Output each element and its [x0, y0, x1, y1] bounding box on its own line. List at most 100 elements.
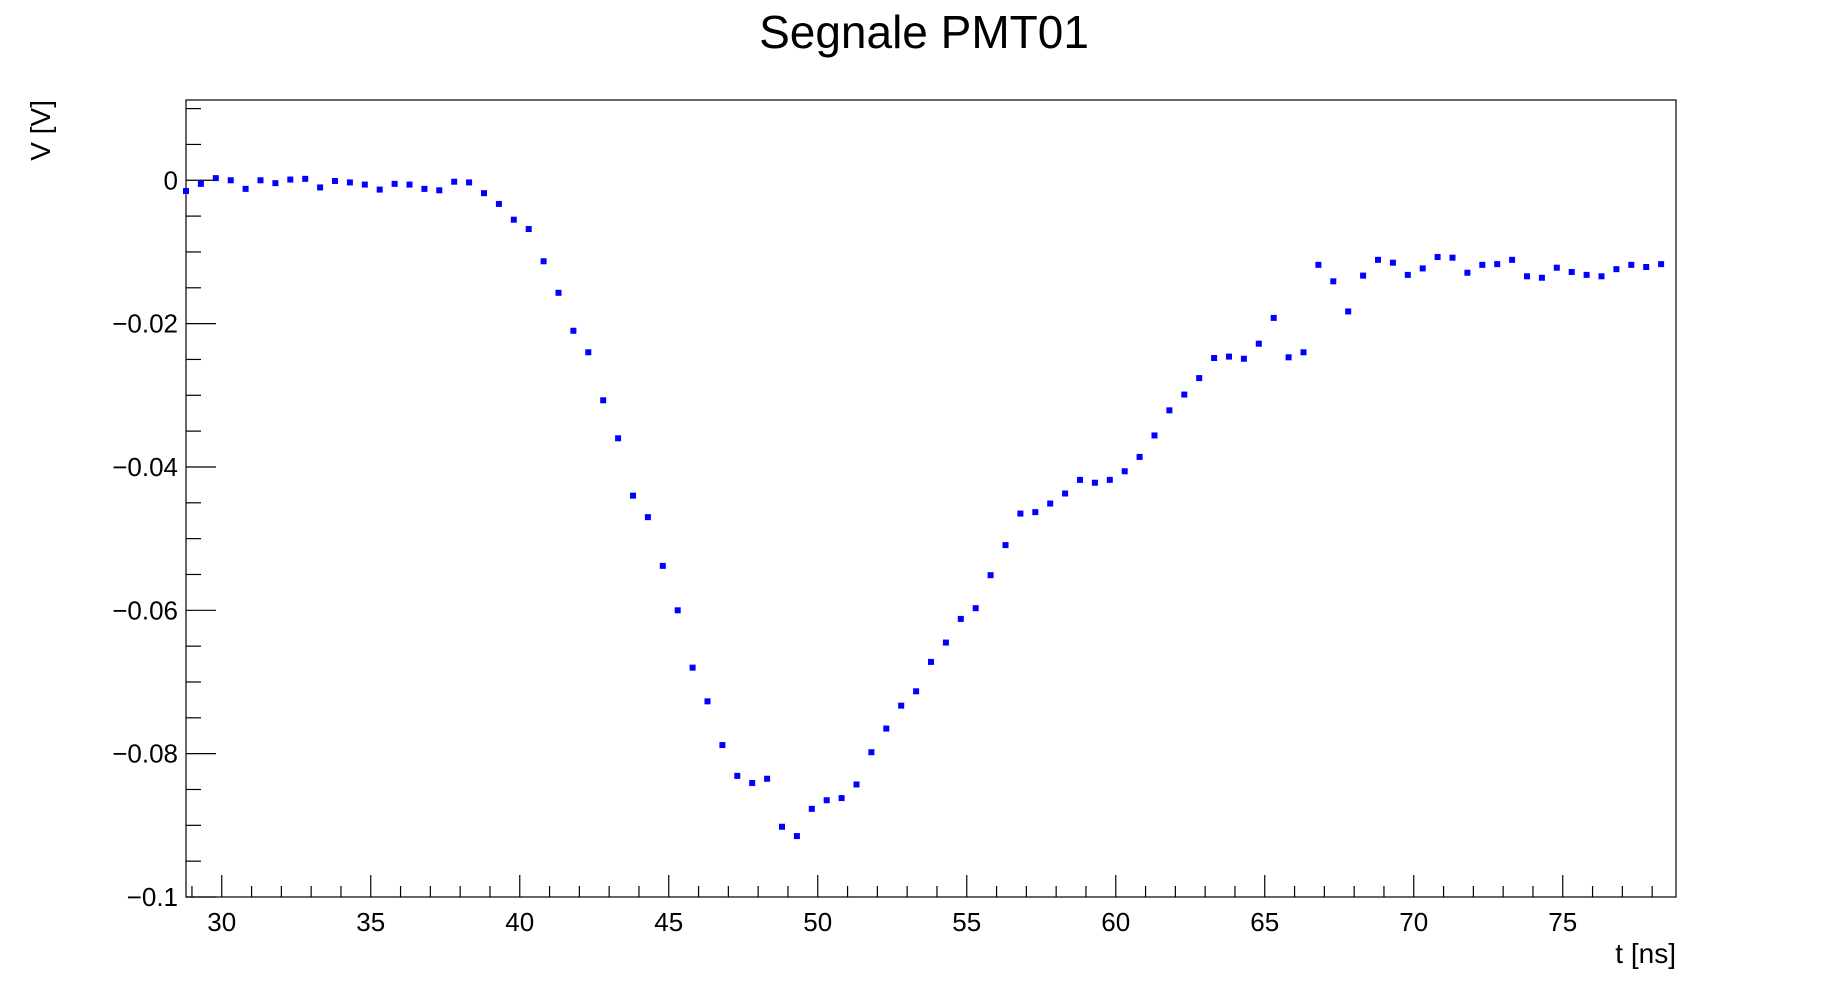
data-point: [1211, 355, 1218, 362]
x-tick-label: 75: [1548, 907, 1577, 937]
x-tick-label: 35: [356, 907, 385, 937]
data-point: [1106, 476, 1113, 483]
data-point: [793, 833, 800, 840]
data-point: [1062, 490, 1069, 497]
data-point: [913, 688, 920, 695]
data-point: [1226, 353, 1232, 360]
x-axis-ticks: 30 35 40 45 50 55 60 65 70 75: [191, 875, 1653, 937]
data-point: [242, 185, 249, 192]
data-point: [600, 397, 607, 404]
data-point: [883, 725, 890, 732]
data-point: [585, 349, 592, 356]
data-point: [1360, 272, 1367, 279]
data-point: [287, 176, 294, 183]
data-point: [1270, 314, 1277, 321]
data-point: [749, 780, 756, 787]
data-point: [1464, 269, 1471, 276]
data-point: [510, 216, 517, 223]
y-axis-ticks: 0 −0.02 −0.04 −0.06 −0.08 −0.1: [112, 108, 216, 912]
data-point: [838, 795, 845, 802]
data-point: [1628, 261, 1635, 268]
data-point: [1509, 256, 1516, 263]
x-tick-label: 40: [505, 907, 534, 937]
data-point: [1181, 391, 1188, 398]
data-point: [1121, 468, 1128, 475]
data-point: [540, 258, 547, 265]
data-point: [659, 562, 666, 569]
data-point: [376, 186, 383, 193]
x-tick-label: 45: [654, 907, 683, 937]
data-point: [689, 664, 696, 671]
data-point: [361, 181, 368, 188]
data-point: [942, 639, 949, 646]
data-point: [1583, 271, 1590, 278]
data-point: [1032, 509, 1039, 516]
y-axis-title: V [V]: [25, 100, 56, 161]
data-point: [1375, 256, 1381, 263]
data-point: [272, 180, 279, 187]
data-point: [495, 200, 502, 207]
data-point: [957, 615, 964, 622]
data-point: [570, 327, 577, 334]
data-point: [1449, 254, 1456, 261]
data-point: [928, 658, 934, 665]
data-point: [257, 177, 264, 184]
data-point: [317, 184, 324, 191]
data-point: [1136, 453, 1143, 460]
data-point: [1091, 479, 1098, 486]
data-point: [615, 435, 622, 442]
data-point: [555, 289, 562, 296]
data-point: [868, 749, 875, 756]
data-point: [1285, 354, 1292, 361]
data-point: [1568, 269, 1575, 276]
chart-title: Segnale PMT01: [759, 6, 1089, 58]
data-point: [764, 775, 771, 782]
data-point: [346, 179, 353, 186]
data-point: [1479, 261, 1486, 268]
data-point: [466, 179, 473, 186]
data-point: [987, 572, 994, 579]
data-point: [1404, 271, 1411, 278]
y-tick-label: −0.04: [112, 452, 178, 482]
data-point: [451, 178, 458, 185]
data-point: [1389, 259, 1396, 266]
data-point: [481, 190, 487, 197]
data-point: [644, 514, 651, 521]
data-point: [1315, 261, 1322, 268]
data-point: [1255, 340, 1262, 347]
plot-frame: [185, 99, 1677, 898]
data-point: [734, 772, 741, 779]
data-point: [779, 823, 785, 830]
data-point: [436, 187, 443, 194]
data-point: [898, 702, 905, 709]
data-point: [1240, 355, 1247, 362]
data-points: [183, 175, 1665, 840]
data-point: [704, 698, 711, 705]
data-point: [972, 605, 979, 612]
data-point: [197, 180, 204, 187]
data-point: [421, 185, 428, 192]
data-point: [1330, 278, 1337, 285]
x-tick-label: 55: [952, 907, 981, 937]
data-point: [302, 175, 309, 182]
data-point: [1598, 273, 1605, 280]
data-point: [1047, 500, 1054, 507]
data-point: [1151, 432, 1158, 439]
data-point: [1553, 264, 1560, 271]
data-point: [1166, 407, 1173, 414]
y-tick-label: −0.08: [112, 739, 178, 769]
x-tick-label: 60: [1101, 907, 1130, 937]
data-point: [1494, 261, 1501, 268]
data-point: [1524, 273, 1530, 280]
data-point: [1538, 274, 1545, 281]
data-point: [853, 781, 860, 788]
data-point: [1077, 476, 1083, 483]
x-tick-label: 70: [1399, 907, 1428, 937]
data-point: [1658, 261, 1665, 268]
data-point: [227, 177, 234, 184]
data-point: [1643, 263, 1650, 270]
x-tick-label: 50: [803, 907, 832, 937]
x-tick-label: 65: [1250, 907, 1279, 937]
x-tick-label: 30: [207, 907, 236, 937]
